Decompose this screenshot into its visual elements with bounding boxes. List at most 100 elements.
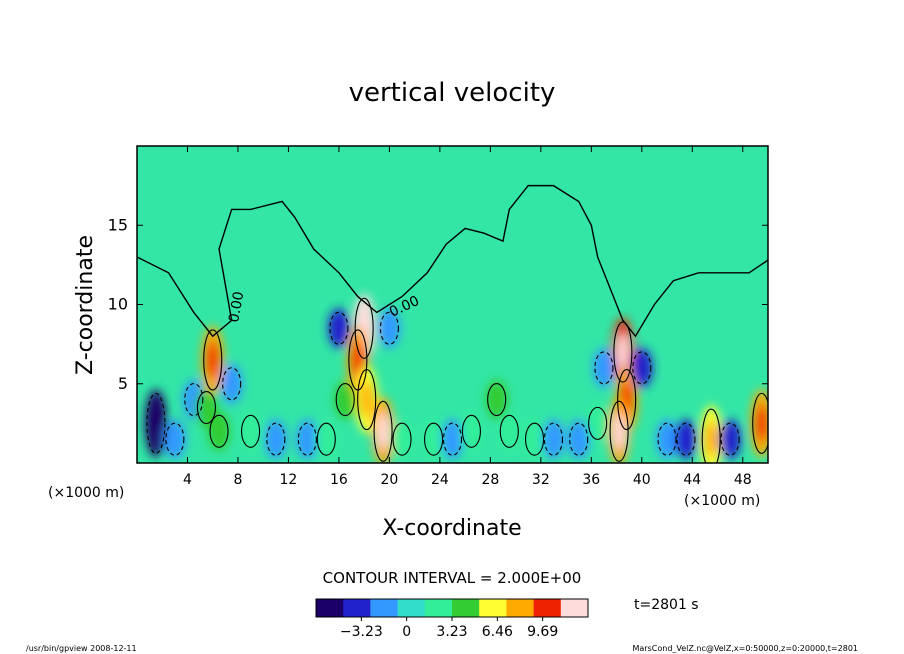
- contour-ring: [461, 414, 481, 448]
- colorbar-swatch: [486, 599, 494, 617]
- colorbar-swatch: [533, 599, 541, 617]
- x-tick-label: 32: [532, 472, 550, 488]
- colorbar-swatch: [458, 599, 467, 617]
- field-cell: [391, 419, 414, 460]
- contour-ring: [487, 383, 507, 417]
- colorbar-swatch: [574, 599, 582, 617]
- contour-ring: [424, 422, 444, 456]
- contour-ring: [209, 414, 229, 448]
- field-cell: [315, 419, 338, 460]
- colorbar-swatch: [343, 599, 351, 617]
- contour-ring: [524, 422, 545, 456]
- colorbar-tick-label: 0: [402, 624, 411, 640]
- contour-ring: [379, 311, 399, 345]
- contour-ring: [442, 422, 463, 456]
- field-cell: [264, 419, 287, 460]
- contour-ring: [632, 351, 652, 385]
- contour-ring: [701, 408, 721, 463]
- contour-ring: [543, 422, 564, 456]
- x-tick-label: 24: [431, 472, 449, 488]
- field-cell-core: [616, 333, 629, 371]
- colorbar-swatch: [329, 599, 337, 617]
- field-cell-core: [755, 404, 768, 443]
- x-axis-label: X-coordinate: [382, 516, 521, 541]
- contour-ring: [354, 297, 374, 359]
- field-cell-core: [377, 412, 390, 450]
- x-tick-label: 28: [481, 472, 499, 488]
- contour-ring: [609, 400, 629, 462]
- contour-ring: [329, 311, 349, 345]
- y-tick-label: 5: [118, 374, 128, 393]
- x-tick-label: 48: [734, 472, 752, 488]
- colorbar-tick-label: 9.69: [527, 624, 558, 640]
- colorbar-swatch: [377, 599, 385, 617]
- colorbar: −3.23 0 3.23 6.46 9.69: [315, 598, 589, 640]
- contour-ring: [373, 400, 393, 462]
- contour-ring: [316, 422, 336, 456]
- colorbar-swatch: [418, 599, 426, 617]
- colorbar-swatch: [424, 599, 433, 617]
- field-cell: [441, 419, 464, 460]
- colorbar-swatch: [356, 599, 365, 617]
- y-tick-label: 10: [108, 295, 128, 314]
- colorbar-swatch: [526, 599, 535, 617]
- field-cell-core: [149, 404, 162, 443]
- colorbar-tick-label: 3.23: [436, 624, 467, 640]
- contour-ring: [165, 422, 185, 456]
- field-cell: [542, 419, 565, 460]
- y-axis-label: Z-coordinate: [73, 235, 98, 375]
- x-tick-label: 20: [380, 472, 398, 488]
- contour-ring: [569, 422, 589, 456]
- contour-ring: [184, 383, 204, 417]
- contour-ring: [196, 390, 216, 425]
- y-axis: 5 10 15: [108, 215, 768, 393]
- x-tick-label: 4: [183, 472, 192, 488]
- colorbar-tick-label: 6.46: [482, 624, 513, 640]
- contour-ring: [392, 422, 412, 456]
- field-cell: [567, 419, 590, 460]
- contour-ring: [613, 321, 633, 383]
- field-cell-core: [351, 341, 364, 379]
- zero-contour-line: [137, 184, 768, 338]
- chart-title: vertical velocity: [349, 78, 556, 108]
- colorbar-swatch: [316, 599, 324, 617]
- colorbar-swatch: [411, 599, 419, 617]
- x-tick-label: 44: [683, 472, 701, 488]
- colorbar-tick-label: −3.23: [340, 624, 383, 640]
- field-cell: [422, 419, 445, 460]
- colorbar-swatch: [479, 599, 487, 617]
- footer-left: /usr/bin/gpview 2008-12-11: [26, 644, 137, 653]
- field-cell: [208, 411, 231, 452]
- colorbar-swatch: [404, 599, 412, 617]
- colorbar-swatch: [547, 599, 555, 617]
- contour-ring: [241, 414, 261, 448]
- contour-ring: [297, 422, 317, 456]
- colorbar-swatch: [336, 599, 344, 617]
- field-cell: [523, 419, 546, 460]
- contour-ring: [222, 367, 242, 401]
- colorbar-swatch: [397, 599, 405, 617]
- colorbar-swatch: [390, 599, 399, 617]
- colorbar-swatch: [560, 599, 569, 617]
- x-tick-label: 40: [633, 472, 651, 488]
- field-cell: [719, 419, 742, 460]
- field-cell-core: [613, 412, 626, 450]
- contour-ring: [752, 392, 768, 454]
- colorbar-swatch: [322, 599, 331, 617]
- field-cell: [378, 308, 401, 349]
- contour-ring: [657, 422, 677, 456]
- colorbar-swatch: [370, 599, 378, 617]
- field-cell: [630, 347, 653, 388]
- colorbar-swatch: [445, 599, 453, 617]
- field-cell: [239, 411, 262, 452]
- y-tick-label: 15: [108, 215, 128, 234]
- contour-ring: [357, 369, 377, 431]
- field-cell: [498, 411, 521, 452]
- x-unit-right: (×1000 m): [684, 493, 760, 509]
- x-tick-label: 36: [582, 472, 600, 488]
- field-cell: [485, 379, 508, 420]
- field-cell: [334, 379, 357, 420]
- contour-ring: [203, 329, 223, 391]
- colorbar-swatch: [540, 599, 548, 617]
- colorbar-swatch: [465, 599, 473, 617]
